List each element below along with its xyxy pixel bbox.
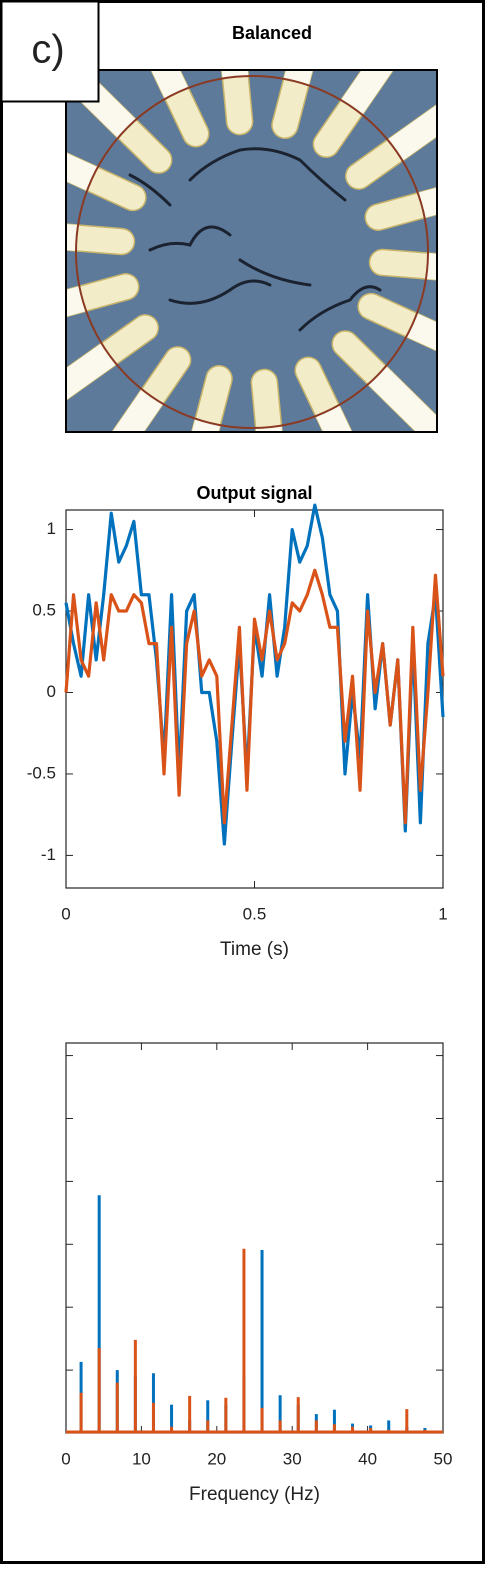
x-tick-label: 50 (434, 1449, 453, 1468)
y-tick-label: 0.5 (32, 601, 56, 620)
x-tick-label: 0.5 (243, 904, 267, 923)
electrode (66, 273, 140, 357)
electrode-pad (271, 70, 348, 139)
y-tick-label: -0.5 (27, 763, 56, 782)
electrode-lead (340, 70, 437, 116)
electrode-pad (207, 70, 254, 136)
electrode (206, 70, 254, 136)
electrode (250, 368, 298, 432)
y-tick-label: -1 (41, 845, 56, 864)
electrode (66, 211, 136, 256)
electrode-lead (367, 365, 437, 432)
x-tick-label: 0 (61, 1449, 70, 1468)
electrode-lead (66, 342, 117, 432)
photo-frame (65, 69, 438, 433)
x-tick-label: 30 (283, 1449, 302, 1468)
electrode (294, 356, 412, 432)
dendrite (128, 147, 382, 332)
electrode-pad (364, 151, 437, 231)
electrode (152, 365, 233, 432)
chart-title: Output signal (197, 483, 313, 503)
electrode-pad (368, 248, 437, 292)
electrode (364, 147, 437, 231)
electrode-pad (66, 103, 147, 212)
electrode-lead (66, 388, 164, 432)
electrode (312, 70, 437, 158)
panel-label: c) (31, 28, 64, 72)
panel-title: Balanced (232, 23, 312, 43)
electrode (271, 70, 352, 139)
electrode-pad (156, 365, 233, 432)
y-tick-label: 1 (47, 519, 56, 538)
electrode-pad (66, 346, 192, 432)
electrode (331, 330, 437, 432)
electrode-lead (387, 70, 437, 162)
electrode-pad (294, 356, 406, 432)
electrode (345, 70, 437, 190)
electrode-pad (357, 292, 437, 401)
electrode (92, 70, 210, 148)
y-tick-label: 0 (47, 682, 56, 701)
electrode-pad (66, 212, 136, 256)
x-tick-label: 20 (207, 1449, 226, 1468)
electrode-pad (98, 70, 210, 148)
data-line (64, 568, 445, 825)
electrode (66, 96, 147, 212)
plot-area (65, 1042, 444, 1434)
x-tick-label: 10 (132, 1449, 151, 1468)
x-axis-label: Frequency (Hz) (189, 1484, 320, 1505)
electrode-lead (66, 70, 137, 139)
electrode (66, 346, 192, 432)
x-tick-label: 0 (61, 904, 70, 923)
electrode (368, 248, 437, 293)
x-tick-label: 1 (438, 904, 447, 923)
x-tick-label: 40 (358, 1449, 377, 1468)
x-axis-label: Time (s) (220, 939, 289, 960)
label-box (0, 0, 100, 103)
electrode-pad (66, 273, 140, 353)
electrode (357, 292, 437, 408)
ring (75, 75, 429, 429)
electrode-pad (250, 368, 297, 432)
